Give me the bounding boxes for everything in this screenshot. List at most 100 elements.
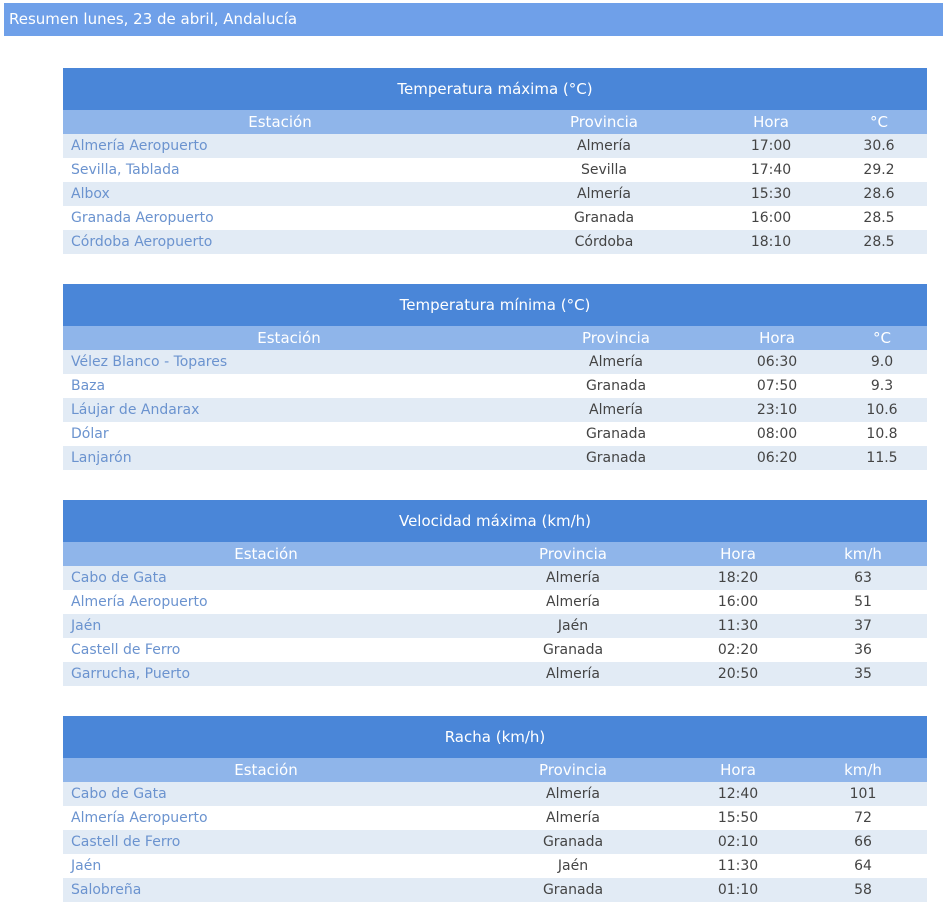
cell: Almería [546, 810, 600, 826]
table-title: Temperatura mínima (°C) [63, 284, 928, 326]
station-link[interactable]: Jaén [71, 858, 102, 874]
cell: 37 [799, 614, 928, 638]
cell: 16:00 [717, 594, 759, 610]
header-row: Estación Provincia Hora km/h [63, 542, 928, 566]
data-row: Castell de Ferro Granada 02:10 66 [63, 830, 927, 854]
station-link[interactable]: Dólar [71, 426, 109, 442]
cell: 16:00 [750, 210, 792, 226]
cell: 9.3 [870, 378, 894, 394]
cell: Almería [497, 134, 711, 158]
data-row: Jaén Jaén 11:30 64 [63, 854, 927, 878]
station-link[interactable]: Lanjarón [63, 446, 515, 470]
column-header: Provincia [469, 542, 677, 566]
cell: 08:00 [756, 426, 798, 442]
data-row: Cabo de Gata Almería 12:40 101 [63, 782, 927, 806]
cell: 11:30 [717, 858, 759, 874]
station-link[interactable]: Almería Aeropuerto [71, 810, 208, 826]
station-link[interactable]: Vélez Blanco - Topares [63, 350, 515, 374]
station-link[interactable]: Castell de Ferro [71, 642, 181, 658]
column-header: °C [831, 110, 927, 134]
data-row: Almería Aeropuerto Almería 15:50 72 [63, 806, 927, 830]
cell: 58 [799, 878, 927, 902]
station-link[interactable]: Córdoba Aeropuerto [63, 230, 497, 254]
cell: Granada [585, 426, 647, 442]
column-header: Provincia [497, 110, 711, 134]
column-header: Hora [677, 758, 799, 782]
data-row: Garrucha, Puerto Almería 20:50 35 [63, 662, 928, 686]
cell: 07:50 [756, 378, 798, 394]
data-row: Albox Almería 15:30 28.6 [63, 182, 927, 206]
cell: Granada [469, 830, 677, 854]
data-row: Baza Granada 07:50 9.3 [63, 374, 927, 398]
station-link[interactable]: Almería Aeropuerto [63, 134, 497, 158]
data-row: Salobreña Granada 01:10 58 [63, 878, 927, 902]
data-row: Láujar de Andarax Almería 23:10 10.6 [63, 398, 928, 422]
cell: 63 [799, 566, 928, 590]
data-table: Velocidad máxima (km/h) Estación Provincia… [63, 500, 928, 686]
column-header: °C [837, 326, 928, 350]
table-title: Velocidad máxima (km/h) [63, 500, 928, 542]
station-link[interactable]: Albox [63, 182, 497, 206]
title-row: Temperatura máxima (°C) [63, 68, 927, 110]
table-title: Temperatura máxima (°C) [63, 68, 927, 110]
data-table: Racha (km/h) Estación Provincia Hora km/h Cab… [63, 716, 927, 902]
cell: 10.8 [866, 426, 898, 442]
data-table: Temperatura mínima (°C) Estación Provincia… [63, 284, 928, 470]
data-row: Granada Aeropuerto Granada 16:00 28.5 [63, 206, 927, 230]
station-link[interactable]: Baza [71, 378, 106, 394]
data-row: Almería Aeropuerto Almería 17:00 30.6 [63, 134, 927, 158]
cell: Almería [497, 182, 711, 206]
data-row: Castell de Ferro Granada 02:20 36 [63, 638, 927, 662]
column-header: Estación [63, 758, 469, 782]
cell: 23:10 [717, 398, 837, 422]
cell: 02:20 [717, 642, 759, 658]
data-row: Dólar Granada 08:00 10.8 [63, 422, 927, 446]
station-link[interactable]: Cabo de Gata [63, 782, 469, 806]
data-row: Jaén Jaén 11:30 37 [63, 614, 928, 638]
column-header: Hora [711, 110, 831, 134]
cell: 11:30 [677, 614, 799, 638]
station-link[interactable]: Sevilla, Tablada [71, 162, 180, 178]
column-header: km/h [799, 542, 928, 566]
cell: 01:10 [677, 878, 799, 902]
station-link[interactable]: Salobreña [63, 878, 469, 902]
cell: Granada [515, 446, 717, 470]
column-header: Provincia [469, 758, 677, 782]
cell: Granada [573, 210, 635, 226]
station-link[interactable]: Castell de Ferro [63, 830, 469, 854]
station-link[interactable]: Garrucha, Puerto [63, 662, 469, 686]
station-link[interactable]: Cabo de Gata [63, 566, 469, 590]
table-title: Racha (km/h) [63, 716, 927, 758]
column-header: Estación [63, 326, 515, 350]
cell: 20:50 [677, 662, 799, 686]
cell: 17:00 [711, 134, 831, 158]
cell: 30.6 [831, 134, 927, 158]
header-row: Estación Provincia Hora km/h [63, 758, 927, 782]
cell: 17:40 [750, 162, 792, 178]
cell: Almería [546, 594, 600, 610]
station-link[interactable]: Jaén [63, 614, 469, 638]
cell: 64 [854, 858, 872, 874]
cell: Córdoba [497, 230, 711, 254]
station-link[interactable]: Láujar de Andarax [63, 398, 515, 422]
cell: Jaén [557, 858, 589, 874]
column-header: Estación [63, 542, 469, 566]
cell: 101 [799, 782, 927, 806]
cell: 51 [854, 594, 872, 610]
column-header: Hora [677, 542, 799, 566]
cell: Almería [469, 566, 677, 590]
station-link[interactable]: Almería Aeropuerto [71, 594, 208, 610]
column-header: Hora [717, 326, 837, 350]
cell: Jaén [469, 614, 677, 638]
column-header: Estación [63, 110, 497, 134]
cell: Granada [469, 878, 677, 902]
data-table: Temperatura máxima (°C) Estación Provincia… [63, 68, 927, 254]
cell: 36 [854, 642, 872, 658]
data-row: Córdoba Aeropuerto Córdoba 18:10 28.5 [63, 230, 927, 254]
station-link[interactable]: Granada Aeropuerto [71, 210, 214, 226]
data-row: Cabo de Gata Almería 18:20 63 [63, 566, 928, 590]
header-title: Resumen lunes, 23 de abril, Andalucía [4, 3, 943, 36]
cell: Almería [515, 350, 717, 374]
cell: Granada [542, 642, 604, 658]
cell: 11.5 [837, 446, 928, 470]
